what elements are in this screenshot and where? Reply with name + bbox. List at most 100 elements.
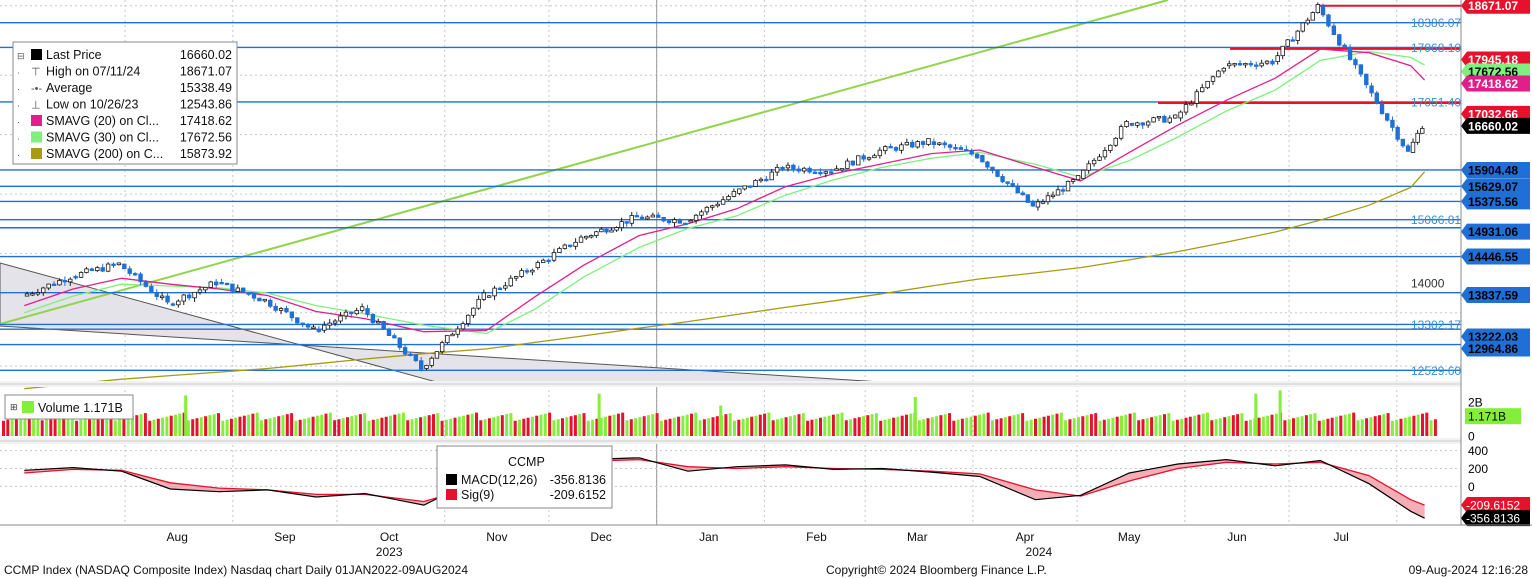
volume-bar: [1429, 420, 1433, 436]
price-label-text: 15904.48: [1468, 163, 1518, 177]
volume-bar: [96, 415, 100, 436]
volume-bar: [23, 415, 27, 436]
volume-bar: [152, 419, 156, 436]
volume-bar: [6, 419, 10, 436]
candle-body: [370, 313, 376, 324]
legend-expand-icon[interactable]: ·: [17, 101, 20, 111]
macd-axis-label: -209.6152: [1461, 497, 1530, 514]
volume-bar: [397, 413, 401, 436]
volume-bar: [1236, 414, 1240, 436]
collapse-icon[interactable]: ⊞: [10, 402, 18, 412]
volume-bar: [535, 415, 539, 436]
candle-body: [1005, 181, 1010, 184]
year-tick-label: 2024: [1026, 545, 1053, 559]
volume-bar: [148, 420, 152, 436]
price-label-text: 15066.81: [1411, 213, 1461, 227]
volume-bar: [1395, 419, 1399, 436]
candle-body: [455, 328, 460, 335]
candle-body: [1162, 115, 1167, 123]
candle-body: [1091, 159, 1097, 165]
volume-bar: [754, 415, 758, 436]
volume-bar: [367, 420, 371, 436]
volume-bar: [1184, 417, 1188, 436]
volume-bar: [707, 418, 711, 436]
legend-expand-icon[interactable]: ·: [17, 68, 20, 78]
volume-bar: [677, 416, 681, 436]
candle-body: [1280, 45, 1285, 57]
price-label-text: 15375.56: [1468, 195, 1518, 209]
candle-body: [122, 263, 127, 270]
candle-body: [883, 146, 888, 152]
candle-body: [343, 311, 349, 317]
macd-legend[interactable]: CCMP MACD(12,26) -356.8136 Sig(9) -209.6152: [436, 445, 613, 509]
candle-body: [1015, 185, 1020, 194]
macd-label-tag: [1461, 510, 1530, 527]
legend-expand-icon[interactable]: ·: [17, 117, 20, 127]
volume-bar: [135, 415, 139, 436]
candle-body: [397, 337, 402, 348]
candle-body: [920, 141, 926, 145]
volume-bar: [444, 419, 448, 436]
volume-bar: [363, 413, 367, 436]
sma200-line: [24, 171, 1426, 390]
legend-expand-icon[interactable]: ⊟: [17, 51, 25, 61]
volume-legend[interactable]: ⊞ Volume 1.171B: [4, 394, 134, 420]
macd-legend-box: [436, 445, 613, 509]
candle-body: [311, 326, 316, 329]
volume-bar: [1077, 417, 1080, 436]
volume-bar: [401, 412, 405, 436]
volume-bar: [277, 416, 281, 436]
volume-bar: [238, 416, 242, 436]
volume-bar: [427, 415, 431, 436]
candle-body: [197, 289, 203, 293]
candle-body: [149, 286, 154, 293]
candle-body: [1358, 64, 1364, 75]
candle-body: [624, 221, 629, 224]
candle-body: [1410, 141, 1416, 153]
volume-bar: [930, 417, 934, 436]
price-label-text: 17418.62: [1468, 77, 1518, 91]
volume-bar: [1347, 413, 1351, 436]
legend-expand-icon[interactable]: ·: [17, 150, 20, 160]
candle-body: [1232, 63, 1237, 66]
candle-body: [289, 311, 295, 319]
volume-bar: [1029, 419, 1033, 436]
volume-bar: [1322, 419, 1326, 436]
candle-body: [154, 292, 159, 297]
volume-bar: [1421, 413, 1424, 436]
volume-bar: [664, 419, 668, 436]
volume-bar: [1412, 415, 1416, 436]
volume-bar: [191, 419, 195, 436]
candle-body: [316, 329, 322, 332]
legend-value: 12543.86: [180, 98, 232, 112]
legend-expand-icon[interactable]: ·: [17, 134, 20, 144]
volume-bar: [199, 417, 203, 436]
volume-bar: [1038, 417, 1042, 436]
candle-body: [1167, 117, 1172, 123]
volume-bar: [978, 414, 982, 436]
candle-body: [1248, 63, 1254, 66]
volume-bar: [1089, 414, 1093, 436]
volume-bar: [836, 413, 840, 436]
volume-bar: [27, 414, 31, 436]
volume-bar: [629, 419, 633, 436]
price-legend[interactable]: Last Price 16660.02 ⊤ High on 07/11/24 18671…: [12, 41, 238, 165]
volume-bar: [505, 414, 509, 436]
legend-swatch: [31, 148, 42, 159]
volume-bar: [453, 417, 457, 436]
volume-bar: [337, 419, 341, 436]
month-tick-label: Nov: [486, 530, 507, 544]
volume-bar: [1313, 413, 1317, 436]
volume-bar: [1051, 414, 1055, 436]
volume-bar: [131, 416, 134, 436]
sma30-line: [24, 50, 1425, 335]
legend-expand-icon[interactable]: ·: [17, 84, 20, 94]
macd-legend-title: CCMP: [508, 455, 545, 469]
candle-body: [1320, 5, 1326, 16]
footer-right: 09-Aug-2024 12:16:28: [1409, 563, 1529, 577]
volume-bar: [1360, 419, 1364, 436]
month-tick-label: Jul: [1334, 530, 1349, 544]
price-candles: [24, 2, 1425, 372]
volume-bar: [1046, 415, 1050, 436]
candle-body: [1364, 73, 1369, 86]
